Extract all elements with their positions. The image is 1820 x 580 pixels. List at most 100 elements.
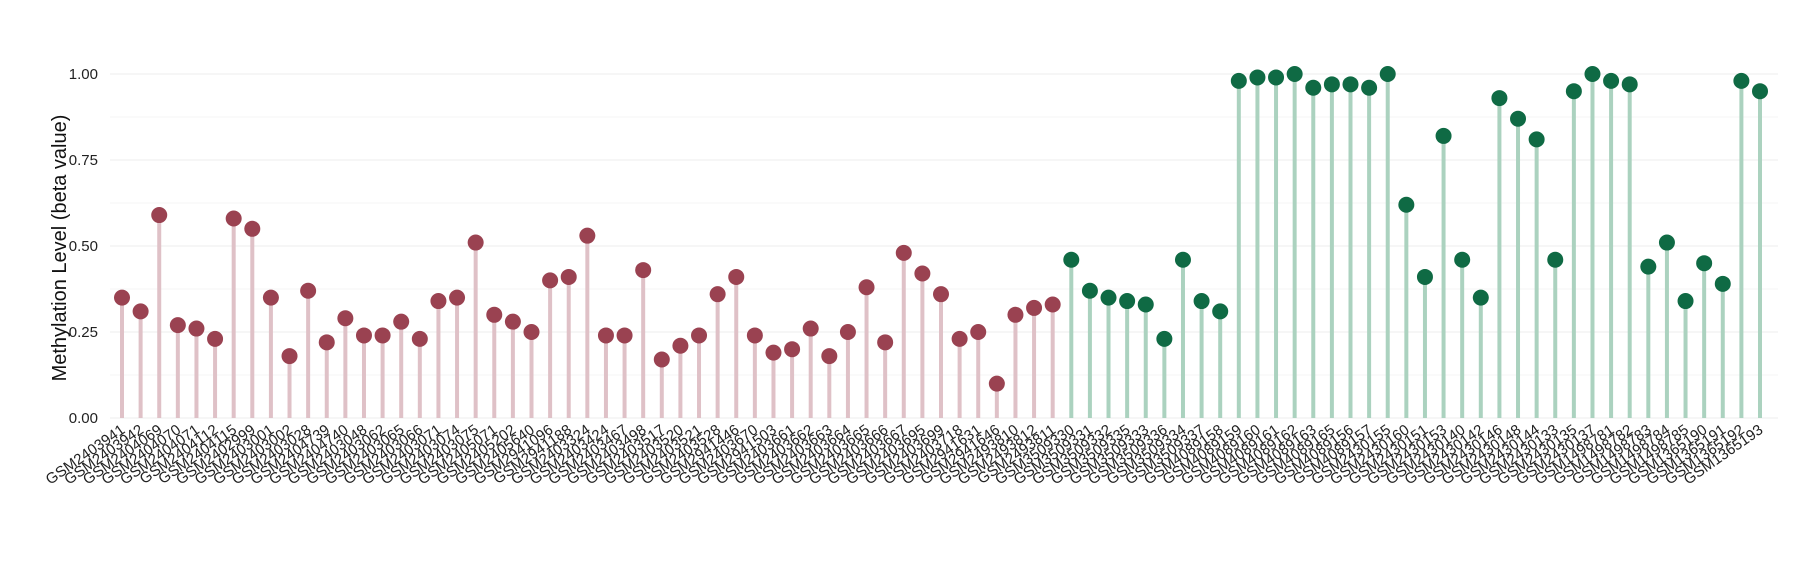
data-point (1249, 69, 1266, 86)
data-point (728, 268, 745, 285)
data-point (839, 324, 856, 340)
data-point (1230, 72, 1247, 89)
data-point (244, 220, 261, 237)
data-point (188, 320, 205, 337)
y-tick-label: 0.50 (69, 238, 98, 255)
data-point (933, 286, 949, 303)
x-axis-tick-labels: GSM2403941GSM2403942GSM2404069GSM2404070… (43, 421, 1767, 488)
data-point (281, 348, 298, 365)
data-point (337, 310, 354, 327)
data-point (151, 207, 168, 224)
data-point (318, 334, 335, 351)
y-tick-label: 0.00 (69, 410, 98, 427)
data-point (542, 272, 559, 289)
data-point (1063, 251, 1080, 268)
data-point (1174, 251, 1191, 268)
data-point (709, 286, 726, 303)
data-point (1398, 196, 1415, 213)
data-point (746, 327, 763, 344)
data-point (877, 334, 894, 351)
data-point (951, 330, 968, 347)
data-point (616, 327, 633, 344)
data-point (207, 330, 224, 347)
data-point (1435, 127, 1452, 144)
data-point (1323, 76, 1340, 93)
data-point (1193, 293, 1210, 310)
data-point (1007, 306, 1024, 323)
data-point (430, 293, 447, 310)
data-point (1268, 69, 1285, 86)
data-point (467, 234, 484, 251)
y-axis-title: Methylation Level (beta value) (49, 115, 71, 382)
data-point (504, 313, 521, 330)
data-point (597, 327, 614, 344)
data-point (1416, 268, 1433, 285)
data-point (821, 348, 838, 365)
data-point (169, 317, 186, 334)
data-point (1212, 303, 1229, 320)
data-point (653, 351, 670, 368)
data-point (988, 375, 1005, 392)
data-point (560, 268, 577, 285)
data-point (1528, 131, 1545, 148)
data-point (449, 289, 466, 306)
y-axis-tick-labels: 0.00 0.25 0.50 0.75 1.00 (69, 66, 98, 427)
data-point (970, 324, 987, 340)
data-point (114, 289, 130, 306)
data-point (1044, 296, 1061, 313)
data-point (523, 324, 540, 340)
data-point (1100, 289, 1117, 306)
data-point (1547, 251, 1564, 268)
data-point (1658, 234, 1675, 251)
data-point (672, 337, 689, 354)
data-point (914, 265, 931, 282)
lollipop-stems (120, 74, 1762, 418)
data-point (411, 330, 428, 347)
data-point (784, 341, 801, 358)
data-point (1286, 66, 1303, 82)
data-point (895, 244, 912, 261)
data-point (1584, 66, 1601, 82)
y-tick-label: 1.00 (69, 66, 98, 83)
data-point (1696, 255, 1713, 272)
y-tick-label: 0.75 (69, 152, 98, 169)
data-point (802, 320, 819, 337)
data-point (1677, 293, 1694, 310)
data-point (262, 289, 279, 306)
data-point (1603, 72, 1620, 89)
data-point (1640, 258, 1657, 275)
data-point (1119, 293, 1136, 310)
data-point (1156, 330, 1173, 347)
data-point (132, 303, 149, 320)
data-point (1472, 289, 1489, 306)
data-point (1621, 76, 1638, 93)
data-point (1379, 66, 1396, 82)
data-point (1752, 83, 1768, 100)
gridlines (110, 73, 1778, 419)
data-point (225, 210, 242, 227)
data-point (1510, 110, 1527, 127)
data-point (1733, 72, 1750, 89)
data-point (1714, 275, 1731, 292)
data-point (1137, 296, 1154, 313)
data-point (355, 327, 372, 344)
data-point (1491, 90, 1508, 107)
data-point (1305, 79, 1322, 96)
data-point (1342, 76, 1359, 93)
data-point (393, 313, 410, 330)
y-tick-label: 0.25 (69, 324, 98, 341)
data-point (1081, 282, 1098, 299)
data-point (486, 306, 503, 323)
lollipop-points (114, 66, 1768, 392)
data-point (1361, 79, 1378, 96)
data-point (1026, 299, 1043, 316)
data-point (858, 279, 875, 296)
data-point (300, 282, 317, 299)
data-point (1565, 83, 1582, 100)
data-point (1454, 251, 1471, 268)
data-point (374, 327, 391, 344)
data-point (579, 227, 596, 244)
data-point (691, 327, 708, 344)
data-point (635, 262, 652, 279)
data-point (765, 344, 782, 361)
